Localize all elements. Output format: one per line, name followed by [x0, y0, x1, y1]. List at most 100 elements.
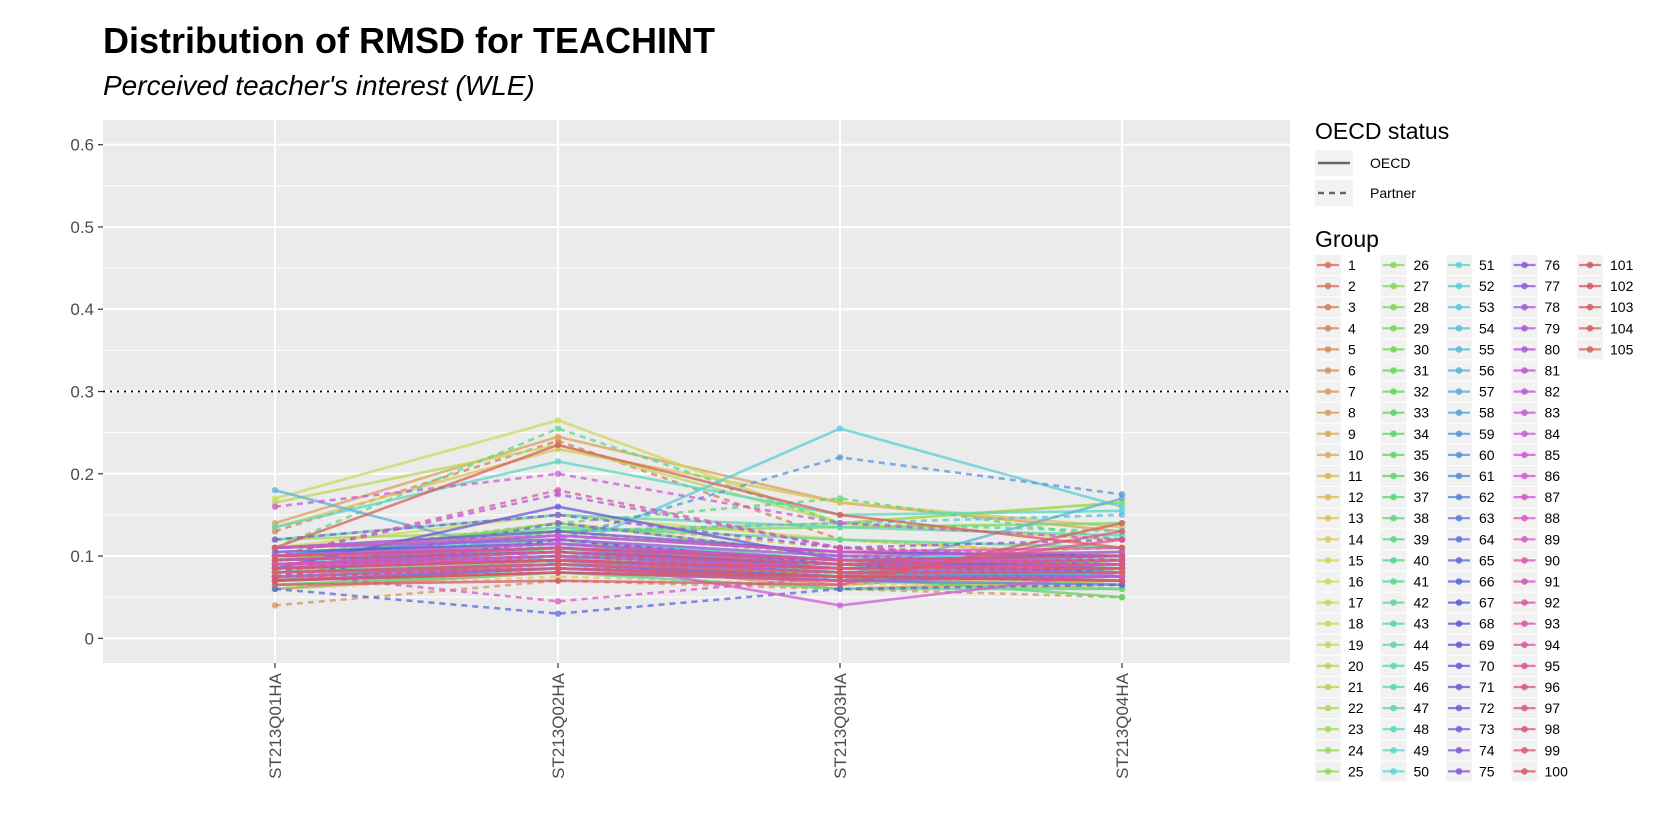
y-tick-label: 0.4: [70, 300, 94, 319]
legend-group-point: [1324, 303, 1332, 311]
legend-group-point: [1324, 325, 1332, 332]
legend-group-point: [1521, 578, 1528, 585]
legend-group-point: [1390, 747, 1397, 754]
legend-group-point: [1521, 325, 1528, 332]
legend-group-label: 34: [1414, 426, 1430, 442]
legend-group-point: [1586, 325, 1594, 332]
legend-group-label: 77: [1545, 278, 1561, 294]
legend-group-label: 68: [1479, 616, 1495, 632]
legend-group-label: 1: [1348, 257, 1356, 273]
series-line: [274, 542, 1122, 562]
y-tick-label: 0.2: [70, 465, 94, 484]
legend-group-point: [1390, 409, 1397, 417]
data-point: [554, 441, 562, 449]
legend-group-point: [1324, 472, 1332, 480]
legend-group-point: [1324, 557, 1332, 564]
legend-group-point: [1455, 683, 1463, 691]
data-point: [1118, 528, 1126, 535]
y-tick-label: 0.5: [70, 218, 94, 237]
legend-group-point: [1455, 430, 1463, 438]
legend-group-point: [1521, 303, 1528, 311]
chart-subtitle: Perceived teacher's interest (WLE): [103, 70, 535, 101]
legend-group-point: [1324, 451, 1332, 459]
legend-group-point: [1521, 514, 1528, 522]
data-point: [271, 556, 279, 564]
legend-group-point: [1390, 282, 1397, 290]
data-point: [1118, 544, 1126, 552]
y-tick-label: 0.3: [70, 383, 94, 402]
legend-group-label: 102: [1610, 278, 1634, 294]
legend-group-label: 104: [1610, 320, 1634, 336]
legend-group-label: 83: [1545, 405, 1561, 421]
legend-group-label: 62: [1479, 489, 1495, 505]
legend-group-point: [1586, 303, 1594, 311]
legend-group-point: [1324, 409, 1332, 417]
legend-group-label: 63: [1479, 510, 1495, 526]
x-tick-label: ST213Q04HA: [1113, 672, 1132, 778]
legend-group-label: 56: [1479, 363, 1495, 379]
legend-group-label: 51: [1479, 257, 1495, 273]
legend-group-label: 86: [1545, 468, 1561, 484]
legend-group-label: 59: [1479, 426, 1495, 442]
legend-group-label: 26: [1414, 257, 1430, 273]
legend-group-point: [1390, 472, 1397, 480]
legend-group-label: 82: [1545, 384, 1561, 400]
data-point: [554, 433, 562, 440]
legend-group-label: 19: [1348, 637, 1364, 653]
legend-group-label: 37: [1414, 489, 1430, 505]
data-point: [836, 544, 844, 552]
data-point: [1118, 593, 1126, 601]
legend-group-label: 14: [1348, 531, 1364, 547]
data-point: [836, 495, 844, 502]
legend-group-point: [1586, 261, 1594, 269]
legend-group-point: [1455, 599, 1463, 606]
data-point: [1118, 511, 1126, 519]
legend-group-point: [1324, 768, 1332, 775]
series-line: [274, 513, 1123, 550]
legend-group-point: [1324, 493, 1332, 501]
data-point: [1118, 577, 1126, 584]
data-point: [836, 569, 844, 576]
data-point: [554, 561, 562, 568]
legend-group-point: [1390, 578, 1397, 585]
legend-group-label: 5: [1348, 341, 1356, 357]
legend-group-label: 95: [1545, 658, 1561, 674]
legend-group-label: 38: [1414, 510, 1430, 526]
legend-group-label: 90: [1545, 552, 1561, 568]
legend-group-point: [1521, 388, 1528, 395]
legend-group-label: 85: [1545, 447, 1561, 463]
legend-group-point: [1390, 430, 1397, 438]
legend-group-point: [1390, 536, 1397, 543]
legend-group-point: [1455, 472, 1463, 480]
legend-group-point: [1324, 620, 1332, 627]
legend-group-label: 55: [1479, 341, 1495, 357]
series-line: [274, 460, 1123, 529]
data-point: [271, 487, 279, 494]
legend-group-point: [1324, 725, 1332, 733]
legend-group-label: 30: [1414, 341, 1430, 357]
legend-title-status: OECD status: [1315, 118, 1449, 144]
legend-group-label: 73: [1479, 721, 1495, 737]
legend-group-point: [1521, 747, 1528, 754]
series-line: [274, 583, 1123, 615]
legend-group-point: [1586, 346, 1594, 353]
data-point: [554, 458, 562, 465]
legend-group-point: [1521, 282, 1528, 290]
series-line: [274, 435, 1123, 533]
legend-group-label: 61: [1479, 468, 1495, 484]
series-line: [274, 562, 1122, 574]
series-line: [274, 562, 1123, 583]
data-point: [554, 511, 562, 519]
series-102: [271, 548, 1126, 568]
data-point: [271, 602, 279, 609]
legend-group-label: 23: [1348, 721, 1364, 737]
legend-group-point: [1521, 683, 1528, 691]
legend-group-label: 76: [1545, 257, 1561, 273]
legend-group-label: 8: [1348, 405, 1356, 421]
legend-group-label: 2: [1348, 278, 1356, 294]
chart-title: Distribution of RMSD for TEACHINT: [103, 20, 715, 61]
series-line: [274, 521, 1123, 587]
legend-group-label: 6: [1348, 363, 1356, 379]
legend-group-label: 43: [1414, 616, 1430, 632]
data-point: [836, 519, 844, 527]
